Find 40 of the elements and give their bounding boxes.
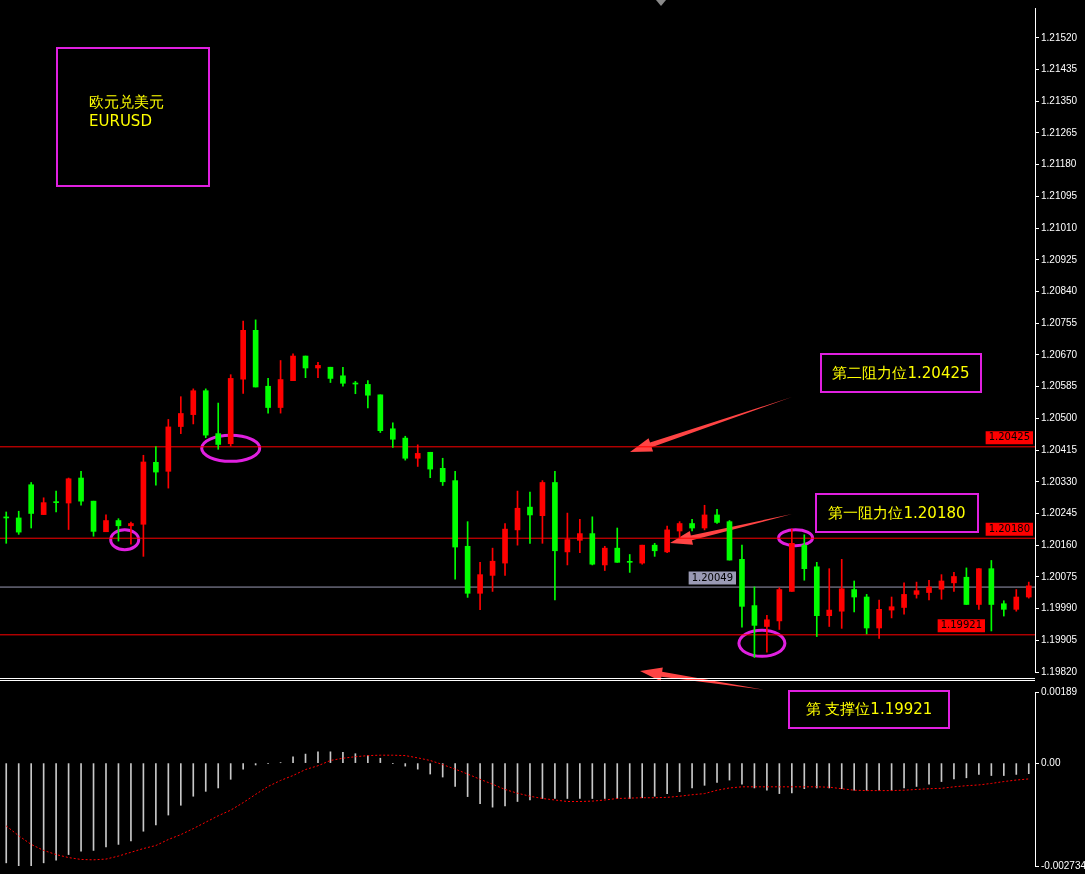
y-tick-label: 1.20925 (1041, 253, 1078, 265)
text: EURUSD (89, 112, 153, 130)
y-tick-label: 1.21095 (1041, 190, 1078, 202)
y-tick-label: 1.20075 (1041, 570, 1078, 582)
text: 欧元兑美元 (89, 93, 165, 112)
ref-line-label: 1.20049 (691, 571, 734, 583)
ref-line-label: 1.20425 (988, 431, 1031, 443)
line-series (5, 754, 1030, 861)
y-tick-label: 1.21265 (1041, 126, 1078, 138)
y-tick-label: 1.19820 (1041, 665, 1078, 677)
y-tick-label: 1.20500 (1041, 412, 1078, 424)
y-tick-label: 1.20585 (1041, 380, 1078, 392)
y-tick-label: 1.21435 (1041, 63, 1078, 75)
candlestick (315, 362, 321, 379)
candlestick (626, 554, 633, 573)
annotation: 第一阻力位1.20180 (815, 493, 979, 533)
candlestick (215, 402, 222, 450)
y-tick-label: 1.21350 (1041, 95, 1078, 107)
y-tick-label: 1.19990 (1041, 602, 1078, 614)
candlestick (826, 568, 833, 627)
y-tick-label: 1.20755 (1041, 316, 1078, 328)
ref-line-label: 1.20180 (988, 522, 1031, 534)
annotation: 第二阻力位1.20425 (820, 353, 982, 393)
y-tick-label: 0.00 (1041, 756, 1061, 768)
y-tick-label: 1.20670 (1041, 348, 1078, 360)
candlestick (527, 491, 533, 544)
y-tick-label: 1.21520 (1041, 31, 1078, 43)
y-tick-label: 1.20840 (1041, 285, 1078, 297)
ref-line-label: 1.19921 (940, 619, 983, 631)
y-tick-label: -0.002734 (1041, 859, 1085, 871)
annotation: 第 支撑位1.19921 (788, 690, 950, 729)
candlestick (53, 490, 59, 513)
y-tick-label: 1.20330 (1041, 475, 1078, 487)
y-tick-label: 1.20245 (1041, 507, 1078, 519)
y-tick-label: 1.19905 (1041, 634, 1078, 646)
y-tick-label: 1.21010 (1041, 221, 1078, 233)
y-tick-label: 1.20415 (1041, 443, 1078, 455)
y-tick-label: 1.21180 (1041, 158, 1077, 170)
y-tick-label: 1.20160 (1041, 538, 1078, 550)
y-tick-label: 0.00189 (1041, 685, 1078, 697)
